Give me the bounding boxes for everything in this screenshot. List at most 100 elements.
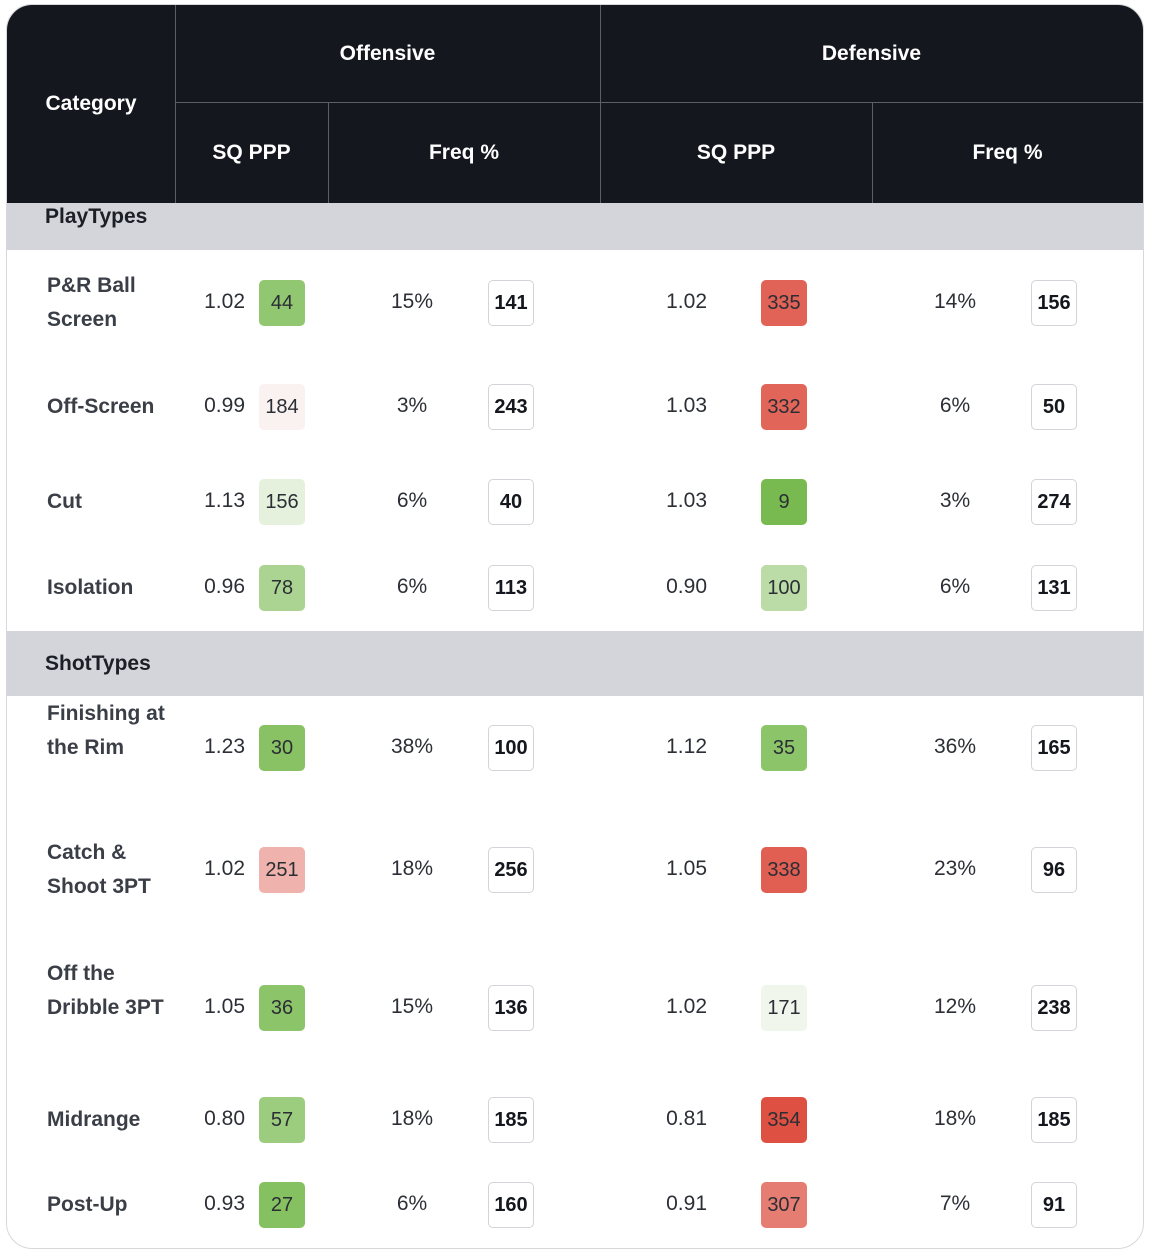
header-category: Category: [45, 92, 137, 115]
off-freq-value: 38%: [390, 735, 434, 758]
header-def-sq-ppp: SQ PPP: [696, 141, 776, 164]
off-freq-rank-box: 113: [488, 565, 534, 611]
header-def-freq: Freq %: [972, 141, 1043, 164]
off-freq-rank-box: 160: [488, 1182, 534, 1228]
off-freq-value: 3%: [396, 394, 428, 417]
off-sq-ppp-value: 1.02: [204, 857, 245, 880]
off-freq-rank-box: 40: [488, 479, 534, 525]
def-sq-ppp-value: 1.03: [666, 489, 707, 512]
def-freq-value: 12%: [933, 995, 977, 1018]
def-freq-rank-box: 96: [1031, 847, 1077, 893]
off-freq-rank-box: 256: [488, 847, 534, 893]
off-sq-ppp-rank-badge: 27: [259, 1182, 305, 1228]
section-title: PlayTypes: [45, 205, 148, 228]
row-category: Midrange: [47, 1108, 141, 1131]
def-freq-rank-box: 50: [1031, 384, 1077, 430]
section-header-shottypes: ShotTypes: [7, 631, 1143, 696]
off-freq-value: 6%: [396, 1192, 428, 1215]
row-category: Isolation: [47, 576, 134, 599]
off-freq-rank-box: 141: [488, 280, 534, 326]
row-category: P&R Ball Screen: [47, 274, 136, 331]
off-freq-value: 6%: [396, 489, 428, 512]
header-offensive: Offensive: [339, 41, 436, 65]
off-sq-ppp-rank-badge: 30: [259, 725, 305, 771]
def-sq-ppp-value: 0.91: [666, 1192, 707, 1215]
def-freq-value: 18%: [933, 1107, 977, 1130]
off-freq-rank-box: 100: [488, 725, 534, 771]
off-sq-ppp-rank-badge: 184: [259, 384, 305, 430]
def-sq-ppp-rank-badge: 171: [761, 985, 807, 1031]
def-freq-value: 6%: [939, 394, 971, 417]
off-sq-ppp-value: 1.13: [204, 489, 245, 512]
table-row: Cut 1.13 156 6% 40 1.03 9 3% 274: [7, 442, 1143, 562]
off-sq-ppp-value: 1.02: [204, 290, 245, 313]
def-freq-value: 36%: [933, 735, 977, 758]
def-sq-ppp-value: 0.81: [666, 1107, 707, 1130]
off-sq-ppp-rank-badge: 156: [259, 479, 305, 525]
off-freq-value: 18%: [390, 857, 434, 880]
def-sq-ppp-value: 1.03: [666, 394, 707, 417]
table-row: Off-Screen 0.99 184 3% 243 1.03 332 6% 50: [7, 347, 1143, 467]
section-header-playtypes: PlayTypes: [7, 203, 1143, 250]
row-category: Post-Up: [47, 1193, 128, 1216]
def-sq-ppp-value: 0.90: [666, 575, 707, 598]
off-freq-value: 15%: [390, 290, 434, 313]
def-sq-ppp-value: 1.02: [666, 995, 707, 1018]
table-row: Midrange 0.80 57 18% 185 0.81 354 18% 185: [7, 1060, 1143, 1180]
off-sq-ppp-value: 0.96: [204, 575, 245, 598]
header-divider: [600, 5, 601, 203]
table-row: Finishing at the Rim 1.23 30 38% 100 1.12 35 36…: [7, 688, 1143, 808]
table-row: Isolation 0.96 78 6% 113 0.90 100 6% 131: [7, 528, 1143, 648]
def-freq-rank-box: 274: [1031, 479, 1077, 525]
header-divider: [175, 5, 176, 203]
header-defensive: Defensive: [821, 41, 922, 65]
off-freq-value: 15%: [390, 995, 434, 1018]
row-category: Catch & Shoot 3PT: [47, 841, 151, 898]
header-divider: [872, 103, 873, 203]
def-freq-value: 6%: [939, 575, 971, 598]
off-sq-ppp-rank-badge: 251: [259, 847, 305, 893]
def-freq-rank-box: 91: [1031, 1182, 1077, 1228]
row-category: Off the Dribble 3PT: [47, 962, 164, 1019]
off-freq-rank-box: 185: [488, 1097, 534, 1143]
def-freq-rank-box: 156: [1031, 280, 1077, 326]
off-sq-ppp-value: 1.23: [204, 735, 245, 758]
header-off-sq-ppp: SQ PPP: [212, 141, 291, 164]
table-row: Catch & Shoot 3PT 1.02 251 18% 256 1.05 338 23%…: [7, 810, 1143, 930]
off-sq-ppp-value: 1.05: [204, 995, 245, 1018]
def-freq-rank-box: 185: [1031, 1097, 1077, 1143]
off-sq-ppp-value: 0.80: [204, 1107, 245, 1130]
def-sq-ppp-rank-badge: 100: [761, 565, 807, 611]
off-freq-value: 6%: [396, 575, 428, 598]
def-freq-value: 3%: [939, 489, 971, 512]
def-sq-ppp-rank-badge: 335: [761, 280, 807, 326]
def-freq-value: 14%: [933, 290, 977, 313]
stats-table-card: Category Offensive Defensive SQ PPP Freq…: [6, 4, 1144, 1249]
def-sq-ppp-rank-badge: 9: [761, 479, 807, 525]
row-category: Finishing at the Rim: [47, 702, 165, 759]
def-freq-value: 7%: [939, 1192, 971, 1215]
def-sq-ppp-rank-badge: 307: [761, 1182, 807, 1228]
def-sq-ppp-rank-badge: 338: [761, 847, 807, 893]
row-category: Off-Screen: [47, 395, 155, 418]
header-divider: [175, 102, 1143, 103]
section-title: ShotTypes: [45, 652, 151, 675]
table-header: Category Offensive Defensive SQ PPP Freq…: [7, 5, 1143, 203]
table-row: P&R Ball Screen 1.02 44 15% 141 1.02 335 14% 156: [7, 243, 1143, 363]
off-freq-value: 18%: [390, 1107, 434, 1130]
row-category: Cut: [47, 490, 82, 513]
def-freq-rank-box: 131: [1031, 565, 1077, 611]
table-row: Off the Dribble 3PT 1.05 36 15% 136 1.02 171 12…: [7, 948, 1143, 1068]
def-sq-ppp-value: 1.05: [666, 857, 707, 880]
off-sq-ppp-value: 0.93: [204, 1192, 245, 1215]
header-off-freq: Freq %: [428, 141, 499, 164]
def-sq-ppp-value: 1.02: [666, 290, 707, 313]
def-freq-rank-box: 165: [1031, 725, 1077, 771]
def-sq-ppp-rank-badge: 354: [761, 1097, 807, 1143]
off-sq-ppp-value: 0.99: [204, 394, 245, 417]
def-sq-ppp-rank-badge: 35: [761, 725, 807, 771]
def-sq-ppp-rank-badge: 332: [761, 384, 807, 430]
table-row: Post-Up 0.93 27 6% 160 0.91 307 7% 91: [7, 1145, 1143, 1248]
off-freq-rank-box: 243: [488, 384, 534, 430]
off-sq-ppp-rank-badge: 36: [259, 985, 305, 1031]
